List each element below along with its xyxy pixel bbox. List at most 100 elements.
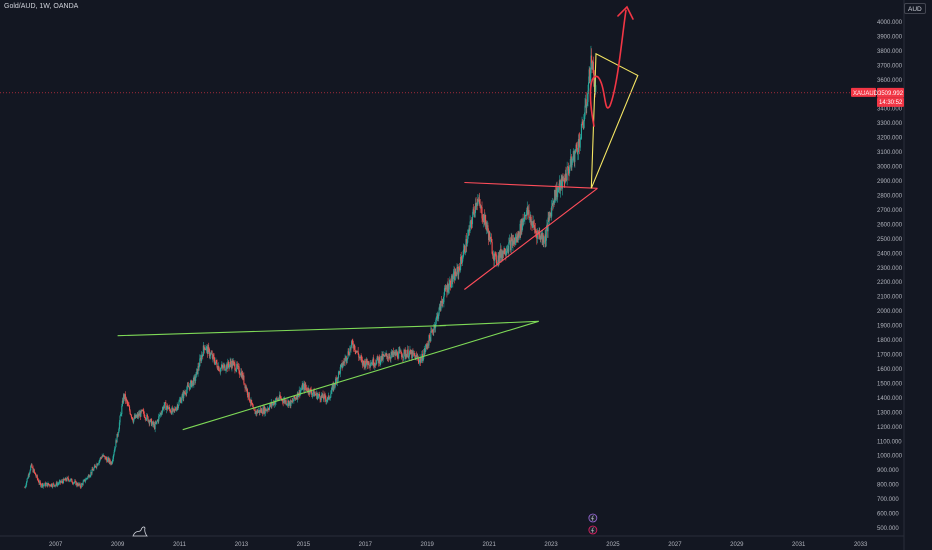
candle-body [251,403,253,405]
candle-body [558,180,560,188]
candle-body [372,358,374,365]
candle-body [360,356,362,358]
candle-body [399,350,401,352]
candle-body [239,374,241,376]
candle-body [439,304,441,308]
candle-body [33,469,35,473]
candle-body [101,455,103,458]
candle-body [199,358,201,367]
green-trendline[interactable] [117,325,446,337]
candle-body [530,217,532,225]
candle-body [523,218,525,220]
candle-body [480,206,482,208]
candle-body [27,478,29,479]
candle-body [214,361,216,365]
candle-body [460,257,462,261]
candle-body [360,356,362,359]
candle-body [322,393,324,399]
candle-body [324,394,326,396]
candle-body [458,267,460,275]
candle-body [581,121,583,124]
candle-body [343,361,346,363]
price-tick-label: 3200.000 [877,136,903,142]
price-tick-label: 3100.000 [877,150,903,156]
currency-button[interactable]: AUD [904,3,926,14]
red-trendline[interactable] [464,187,598,290]
price-tag: XAUAUD 3509.992 14:30:52 [851,87,904,107]
candle-body [86,478,88,479]
candle-body [346,359,348,361]
candle-body [168,406,170,409]
candle-body [53,485,56,487]
candle-body [101,457,103,459]
candle-body [133,416,135,420]
candle-body [192,380,194,385]
candle-body [371,362,374,365]
candle-body [220,367,222,369]
candle-body [380,355,382,361]
candle-body [550,212,552,217]
candle-body [99,459,101,461]
price-tick-label: 3400.000 [877,107,903,113]
candle-body [330,391,332,394]
candle-body [286,403,288,405]
candle-body [125,398,127,401]
candle-body [579,139,581,148]
candle-body [199,357,201,359]
candle-body [37,478,39,481]
candle-body [259,409,261,413]
candle-body [111,461,113,464]
candle-body [127,403,129,406]
candle-body [373,365,375,367]
candle-body [389,356,391,359]
yellow-trendline[interactable] [590,52,639,189]
candle-body [526,207,528,211]
candle-body [159,413,162,415]
candle-body [74,481,76,483]
candle-body [440,300,442,311]
candle-body [193,376,195,385]
projection-arrow[interactable] [589,9,627,127]
candle-body [308,388,310,393]
candle-body [202,345,204,356]
candle-body [79,483,81,487]
candle-body [377,358,379,363]
candle-body [171,408,173,414]
candle-body [277,398,279,400]
candle-body [203,345,205,348]
candle-body [48,483,50,485]
price-tick-label: 4000.000 [877,20,903,26]
lightning-event-icon[interactable] [588,525,598,535]
candle-body [39,481,41,484]
candle-body [157,419,159,422]
price-tick-label: 2900.000 [877,179,903,185]
candle-body [530,221,532,225]
price-tick-label: 1100.000 [877,439,902,445]
candle-body [78,483,80,485]
lightning-event-icon[interactable] [588,513,598,523]
candle-body [518,231,520,238]
candle-body [71,478,73,483]
candle-body [278,398,280,400]
candle-body [422,359,424,361]
green-trendline[interactable] [182,320,539,431]
candle-body [95,465,97,468]
candle-body [501,254,503,258]
candle-body [471,223,473,225]
red-trendline[interactable] [464,181,598,189]
candle-body [538,233,540,235]
green-trendline[interactable] [439,320,539,327]
candle-body [227,361,229,366]
candle-body [140,410,143,412]
candle-body [176,405,178,408]
candle-body [580,123,582,139]
candle-body [367,361,369,366]
candle-body [210,353,212,355]
candle-body [52,483,54,485]
tradingview-logo-icon[interactable] [132,526,148,537]
candle-body [64,478,66,481]
candle-body [479,203,481,208]
candle-body [162,407,164,410]
candle-body [114,447,116,449]
